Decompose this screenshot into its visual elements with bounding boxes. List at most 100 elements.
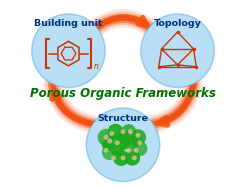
- Circle shape: [111, 133, 135, 157]
- Circle shape: [102, 139, 114, 151]
- Circle shape: [145, 18, 210, 83]
- Circle shape: [117, 129, 129, 142]
- Circle shape: [146, 19, 209, 83]
- Circle shape: [89, 111, 157, 179]
- Circle shape: [51, 33, 86, 68]
- Circle shape: [166, 39, 189, 63]
- Text: Topology: Topology: [154, 19, 201, 28]
- Circle shape: [121, 129, 125, 134]
- Circle shape: [85, 107, 161, 182]
- Circle shape: [31, 13, 106, 88]
- Circle shape: [132, 155, 137, 160]
- Circle shape: [126, 148, 131, 153]
- Circle shape: [121, 124, 136, 139]
- Circle shape: [139, 12, 216, 89]
- Circle shape: [143, 16, 212, 86]
- Circle shape: [32, 14, 105, 87]
- Circle shape: [140, 13, 215, 88]
- Circle shape: [35, 17, 102, 85]
- Circle shape: [160, 33, 195, 68]
- Circle shape: [109, 131, 137, 159]
- Circle shape: [141, 14, 214, 87]
- Circle shape: [42, 25, 95, 77]
- Circle shape: [33, 15, 104, 86]
- Circle shape: [108, 130, 138, 160]
- Circle shape: [130, 129, 146, 145]
- Circle shape: [151, 25, 204, 77]
- Circle shape: [115, 140, 120, 145]
- Circle shape: [48, 30, 89, 71]
- Circle shape: [45, 27, 92, 74]
- Circle shape: [108, 139, 112, 143]
- Circle shape: [46, 28, 91, 73]
- Circle shape: [34, 16, 103, 86]
- Circle shape: [56, 38, 81, 64]
- Circle shape: [92, 114, 154, 176]
- Circle shape: [102, 144, 118, 160]
- Circle shape: [104, 126, 142, 163]
- Circle shape: [128, 129, 133, 134]
- Circle shape: [159, 32, 196, 69]
- Circle shape: [32, 14, 105, 87]
- Circle shape: [96, 118, 150, 172]
- Circle shape: [37, 19, 100, 83]
- Circle shape: [162, 35, 193, 67]
- Circle shape: [148, 21, 207, 81]
- Circle shape: [149, 22, 207, 80]
- Circle shape: [153, 27, 202, 75]
- Circle shape: [54, 36, 83, 66]
- Circle shape: [121, 155, 125, 160]
- Circle shape: [39, 22, 97, 80]
- Circle shape: [90, 112, 156, 177]
- Circle shape: [163, 36, 192, 66]
- Circle shape: [43, 26, 94, 76]
- Circle shape: [87, 109, 159, 180]
- Circle shape: [161, 34, 194, 67]
- Circle shape: [99, 121, 147, 169]
- Circle shape: [93, 115, 153, 175]
- Circle shape: [40, 23, 96, 79]
- Circle shape: [105, 127, 141, 162]
- Circle shape: [112, 134, 134, 156]
- Circle shape: [107, 129, 139, 161]
- Circle shape: [104, 148, 108, 153]
- Circle shape: [98, 129, 115, 146]
- Circle shape: [111, 144, 124, 157]
- Circle shape: [36, 18, 101, 83]
- Circle shape: [152, 26, 203, 76]
- Circle shape: [130, 135, 142, 147]
- Circle shape: [111, 155, 116, 160]
- Circle shape: [157, 30, 198, 71]
- Circle shape: [125, 150, 140, 166]
- Circle shape: [47, 29, 90, 72]
- Circle shape: [94, 116, 152, 174]
- Circle shape: [103, 124, 143, 165]
- Circle shape: [164, 37, 191, 65]
- Circle shape: [53, 35, 84, 67]
- Text: Building unit: Building unit: [34, 19, 103, 28]
- Circle shape: [41, 24, 96, 78]
- Circle shape: [98, 120, 148, 170]
- Circle shape: [138, 140, 142, 145]
- Circle shape: [88, 110, 158, 180]
- Circle shape: [147, 20, 208, 82]
- Circle shape: [134, 148, 138, 153]
- Circle shape: [86, 108, 160, 181]
- Circle shape: [150, 23, 206, 79]
- Circle shape: [141, 14, 214, 87]
- Circle shape: [58, 40, 79, 62]
- Circle shape: [38, 20, 99, 82]
- Circle shape: [144, 17, 211, 85]
- Text: n: n: [93, 62, 98, 71]
- Circle shape: [100, 121, 146, 168]
- Circle shape: [106, 128, 140, 161]
- Circle shape: [110, 132, 136, 158]
- Circle shape: [104, 135, 108, 140]
- Circle shape: [132, 141, 147, 156]
- Circle shape: [95, 117, 151, 173]
- Circle shape: [104, 125, 142, 164]
- Circle shape: [86, 108, 160, 181]
- Circle shape: [158, 31, 197, 70]
- Text: Porous Organic Frameworks: Porous Organic Frameworks: [30, 86, 216, 100]
- Circle shape: [50, 32, 87, 69]
